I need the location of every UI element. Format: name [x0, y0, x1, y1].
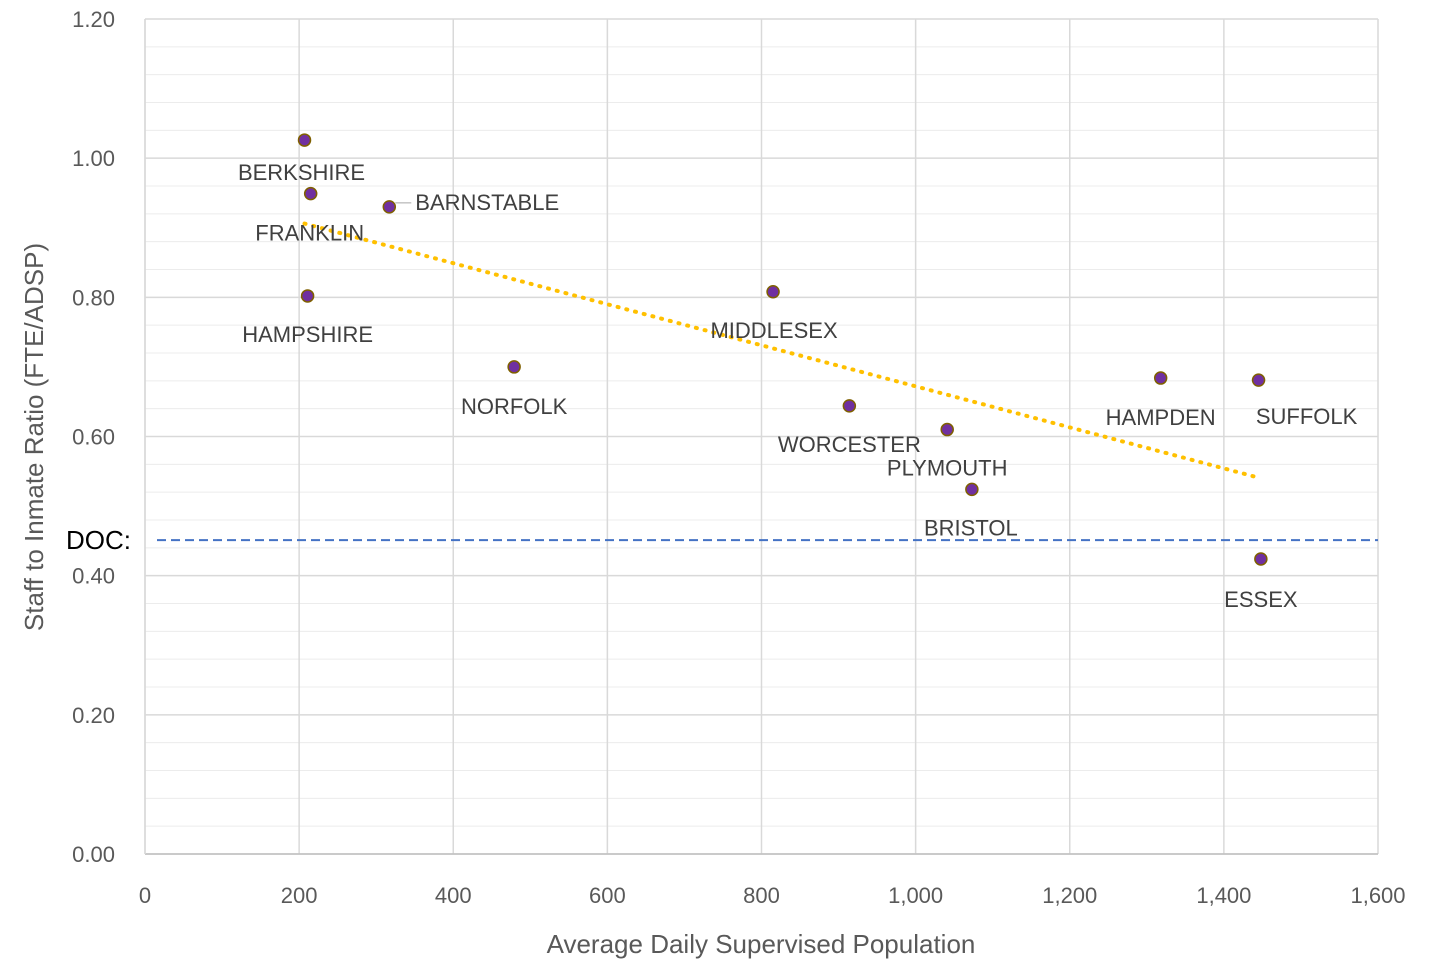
- data-point-bristol: [965, 482, 979, 497]
- reference-line-group: DOC:: [66, 525, 1378, 555]
- data-point-franklin: [303, 186, 318, 201]
- data-point-essex: [1254, 552, 1268, 566]
- reference-line-label: DOC:: [66, 525, 131, 555]
- point-label-hampshire: HAMPSHIRE: [242, 322, 373, 347]
- y-tick-label: 0.00: [72, 842, 115, 867]
- x-tick-label: 800: [743, 883, 780, 908]
- x-tick-label: 1,200: [1042, 883, 1097, 908]
- data-points: [297, 133, 1268, 566]
- y-tick-label: 0.80: [72, 285, 115, 310]
- x-tick-label: 200: [281, 883, 318, 908]
- axes: [144, 19, 1378, 855]
- tick-labels: 0.00 0.20 0.40 0.60 0.80 1.00 1.20 0 200 400 600 80…: [72, 7, 1405, 908]
- point-labels: BERKSHIRE FRANKLIN BARNSTABLE HAMPSHIRE NORF…: [238, 160, 1358, 612]
- y-tick-label: 1.20: [72, 7, 115, 32]
- point-label-hampden: HAMPDEN: [1106, 405, 1216, 430]
- x-tick-label: 400: [435, 883, 472, 908]
- point-label-middlesex: MIDDLESEX: [710, 318, 837, 343]
- point-label-plymouth: PLYMOUTH: [887, 456, 1008, 481]
- data-point-berkshire: [297, 133, 312, 147]
- y-tick-label: 0.20: [72, 703, 115, 728]
- data-point-suffolk: [1251, 373, 1266, 387]
- y-axis-title: Staff to Inmate Ratio (FTE/ADSP): [19, 243, 49, 631]
- data-point-middlesex: [766, 285, 780, 299]
- trendline: [302, 221, 1263, 481]
- x-tick-label: 1,600: [1350, 883, 1405, 908]
- x-tick-label: 1,000: [888, 883, 943, 908]
- point-label-suffolk: SUFFOLK: [1256, 404, 1358, 429]
- data-point-hampshire: [300, 289, 315, 303]
- trendline-group: [302, 221, 1263, 481]
- y-tick-label: 1.00: [72, 146, 115, 171]
- data-point-worcester: [842, 399, 857, 413]
- point-label-worcester: WORCESTER: [778, 432, 921, 457]
- x-tick-label: 600: [589, 883, 626, 908]
- x-tick-label: 1,400: [1196, 883, 1251, 908]
- point-label-essex: ESSEX: [1224, 587, 1298, 612]
- y-tick-label: 0.40: [72, 564, 115, 589]
- point-label-berkshire: BERKSHIRE: [238, 160, 365, 185]
- x-axis-title: Average Daily Supervised Population: [547, 929, 976, 959]
- point-label-franklin: FRANKLIN: [255, 221, 364, 246]
- x-tick-label: 0: [139, 883, 151, 908]
- data-point-barnstable: [382, 200, 397, 214]
- data-point-hampden: [1153, 371, 1168, 385]
- point-label-bristol: BRISTOL: [924, 515, 1018, 540]
- y-tick-label: 0.60: [72, 425, 115, 450]
- data-point-norfolk: [507, 360, 521, 374]
- point-label-norfolk: NORFOLK: [461, 394, 568, 419]
- point-label-barnstable: BARNSTABLE: [415, 190, 559, 215]
- data-point-plymouth: [940, 422, 954, 437]
- grid: [144, 18, 1379, 855]
